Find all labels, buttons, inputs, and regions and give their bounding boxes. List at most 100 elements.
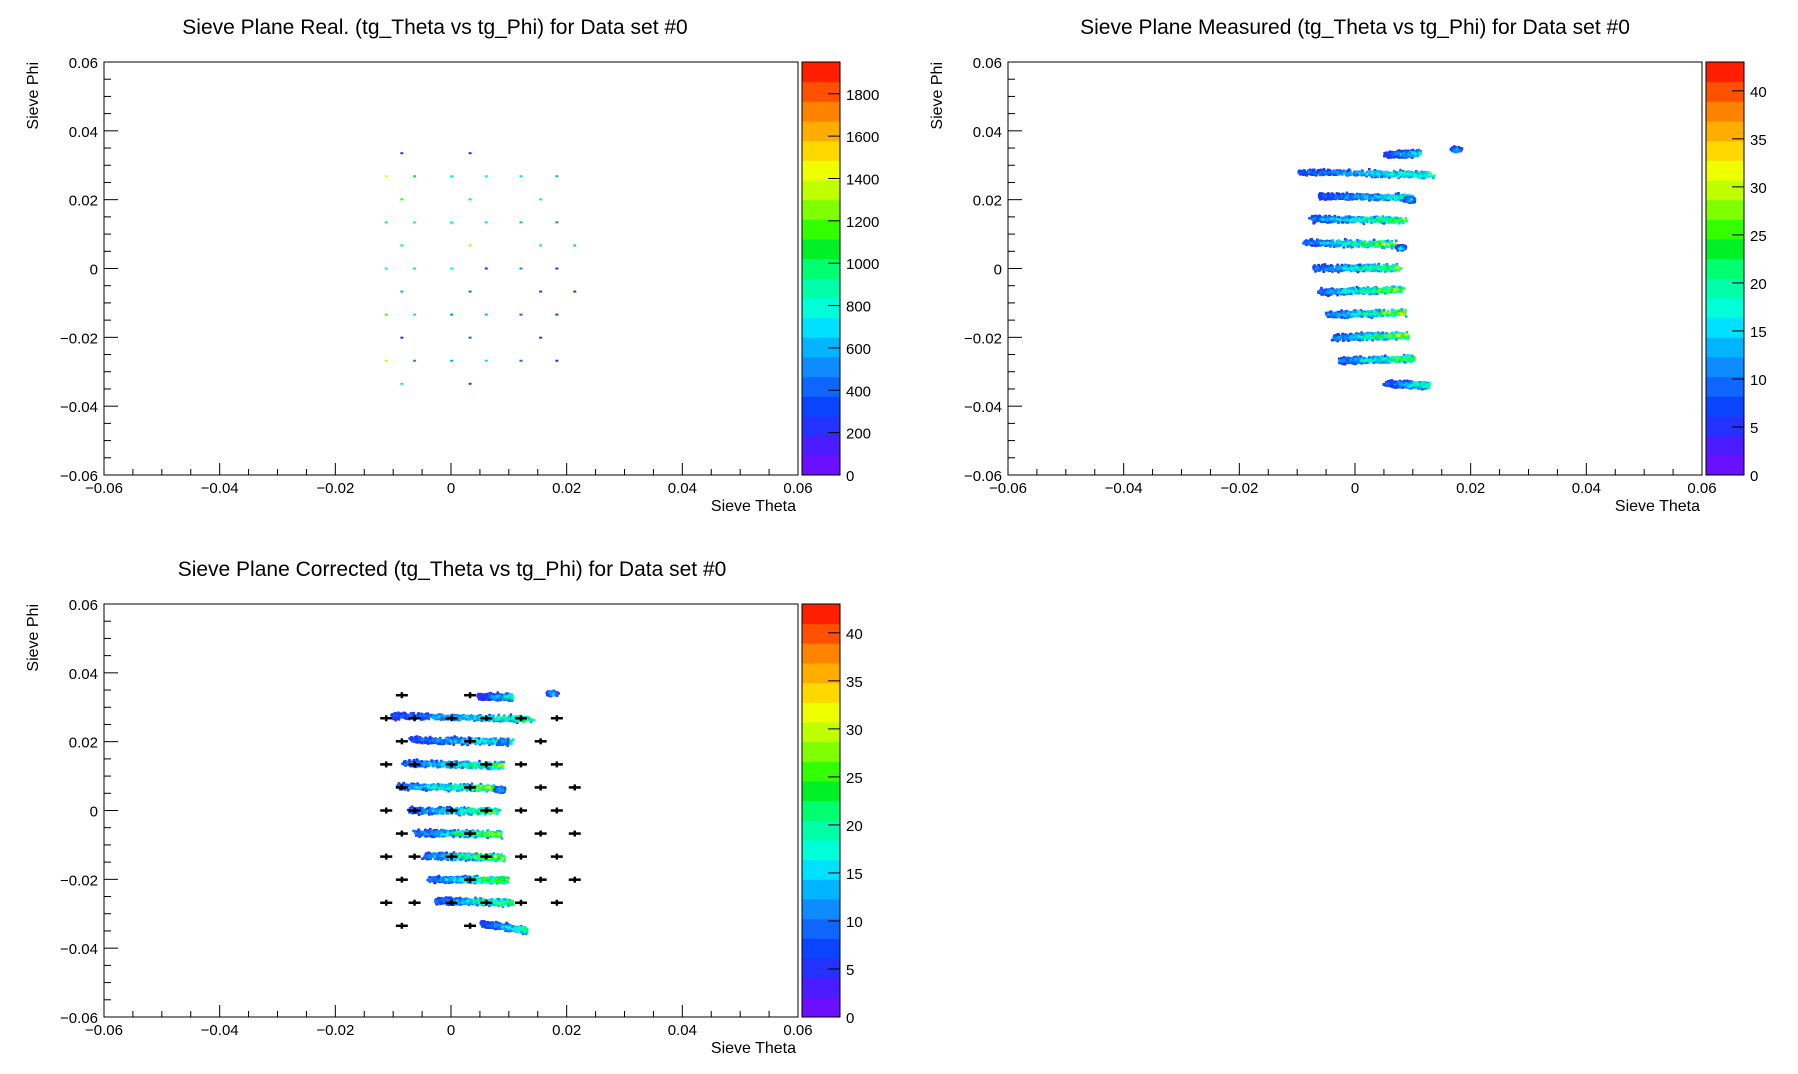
event-bin — [1387, 194, 1391, 197]
event-bin — [1362, 310, 1366, 314]
event-bin — [1353, 335, 1356, 339]
event-bin — [1405, 153, 1409, 156]
event-bin — [1317, 268, 1320, 272]
event-bin — [1431, 176, 1435, 180]
event-bin — [1361, 245, 1365, 248]
event-bin — [1339, 193, 1343, 197]
event-bin — [1360, 195, 1364, 199]
sieve-hole-point — [519, 221, 523, 224]
event-bin — [1410, 151, 1413, 154]
event-bin — [1359, 196, 1362, 200]
event-bin — [1425, 171, 1428, 174]
event-bin — [1329, 172, 1333, 176]
event-bin — [1338, 288, 1342, 292]
event-bin — [1347, 335, 1350, 338]
event-bin — [1370, 310, 1373, 313]
event-bin — [1379, 332, 1382, 336]
event-bin — [1327, 216, 1330, 219]
sieve-hole-point — [519, 313, 523, 316]
event-bin — [1384, 154, 1388, 157]
event-bin — [1321, 173, 1325, 177]
event-bin — [1402, 175, 1406, 178]
event-bin — [1356, 314, 1360, 318]
event-bin — [1365, 174, 1368, 178]
event-bin — [1399, 168, 1402, 172]
event-bin — [1354, 269, 1358, 272]
event-bin — [1373, 292, 1376, 295]
event-bin — [1355, 218, 1359, 221]
event-bin — [1353, 264, 1356, 268]
event-bin — [1386, 239, 1390, 243]
event-bin — [1378, 267, 1381, 270]
event-bin — [1326, 195, 1330, 199]
event-bin — [1376, 172, 1379, 176]
sieve-hole-point — [555, 313, 559, 316]
event-bin — [1345, 170, 1349, 174]
event-bin — [1407, 194, 1410, 198]
event-bin — [1381, 196, 1384, 200]
event-bin — [1334, 241, 1337, 245]
sieve-hole-point — [573, 290, 577, 293]
event-bin — [1349, 266, 1353, 270]
event-bin — [1400, 287, 1403, 290]
event-bin — [1349, 216, 1353, 219]
event-bin — [1383, 291, 1387, 295]
event-bin — [1319, 171, 1323, 175]
event-bin — [1330, 292, 1333, 295]
event-bin — [1390, 308, 1394, 312]
event-bin — [1324, 311, 1328, 315]
y-tick-label: −0.02 — [60, 330, 98, 347]
event-bin — [1402, 221, 1405, 225]
event-bin — [1348, 244, 1352, 247]
event-bin — [1410, 175, 1414, 179]
event-bin — [1321, 293, 1324, 296]
event-bin — [1371, 335, 1375, 339]
event-bin — [1417, 149, 1421, 152]
event-bin — [1405, 151, 1408, 154]
event-bin — [1355, 312, 1359, 316]
event-bin — [1362, 264, 1366, 267]
event-bin — [1365, 263, 1368, 267]
event-bin — [1355, 265, 1358, 269]
event-bin — [1383, 246, 1386, 250]
event-bin — [1346, 173, 1350, 177]
event-bin — [1395, 216, 1398, 220]
event-bin — [1325, 239, 1328, 243]
event-bin — [1391, 314, 1395, 318]
event-bin — [1328, 173, 1331, 176]
event-bin — [1337, 312, 1341, 316]
event-bin — [1344, 337, 1347, 341]
event-bin — [1392, 269, 1395, 272]
event-bin — [1333, 169, 1337, 173]
event-bin — [1382, 265, 1385, 268]
event-bin — [1312, 240, 1315, 244]
event-bin — [1372, 242, 1376, 245]
event-bin — [1379, 219, 1382, 223]
event-bin — [1428, 171, 1431, 175]
sieve-row-band — [1383, 148, 1422, 159]
event-bin — [1367, 311, 1371, 314]
event-bin — [1355, 244, 1359, 247]
event-bin — [1369, 243, 1373, 246]
event-bin — [1317, 263, 1321, 267]
event-bin — [1333, 292, 1337, 295]
event-bin — [1397, 152, 1400, 155]
event-bin — [1346, 169, 1350, 173]
event-bin — [1354, 310, 1358, 314]
event-bin — [1394, 285, 1398, 289]
event-bin — [1363, 243, 1367, 247]
event-bin — [1391, 267, 1395, 271]
event-bin — [1351, 192, 1354, 196]
event-bin — [1360, 268, 1363, 271]
sieve-hole-point — [484, 359, 488, 362]
event-bin — [1351, 335, 1354, 339]
event-bin — [1310, 244, 1314, 247]
event-bin — [1301, 172, 1305, 176]
event-bin — [1362, 219, 1365, 223]
event-bin — [1387, 197, 1390, 200]
event-bin — [1347, 315, 1351, 319]
event-bin — [1346, 215, 1349, 219]
event-bin — [1343, 264, 1347, 267]
event-bin — [1316, 171, 1320, 175]
event-bin — [1390, 247, 1394, 250]
